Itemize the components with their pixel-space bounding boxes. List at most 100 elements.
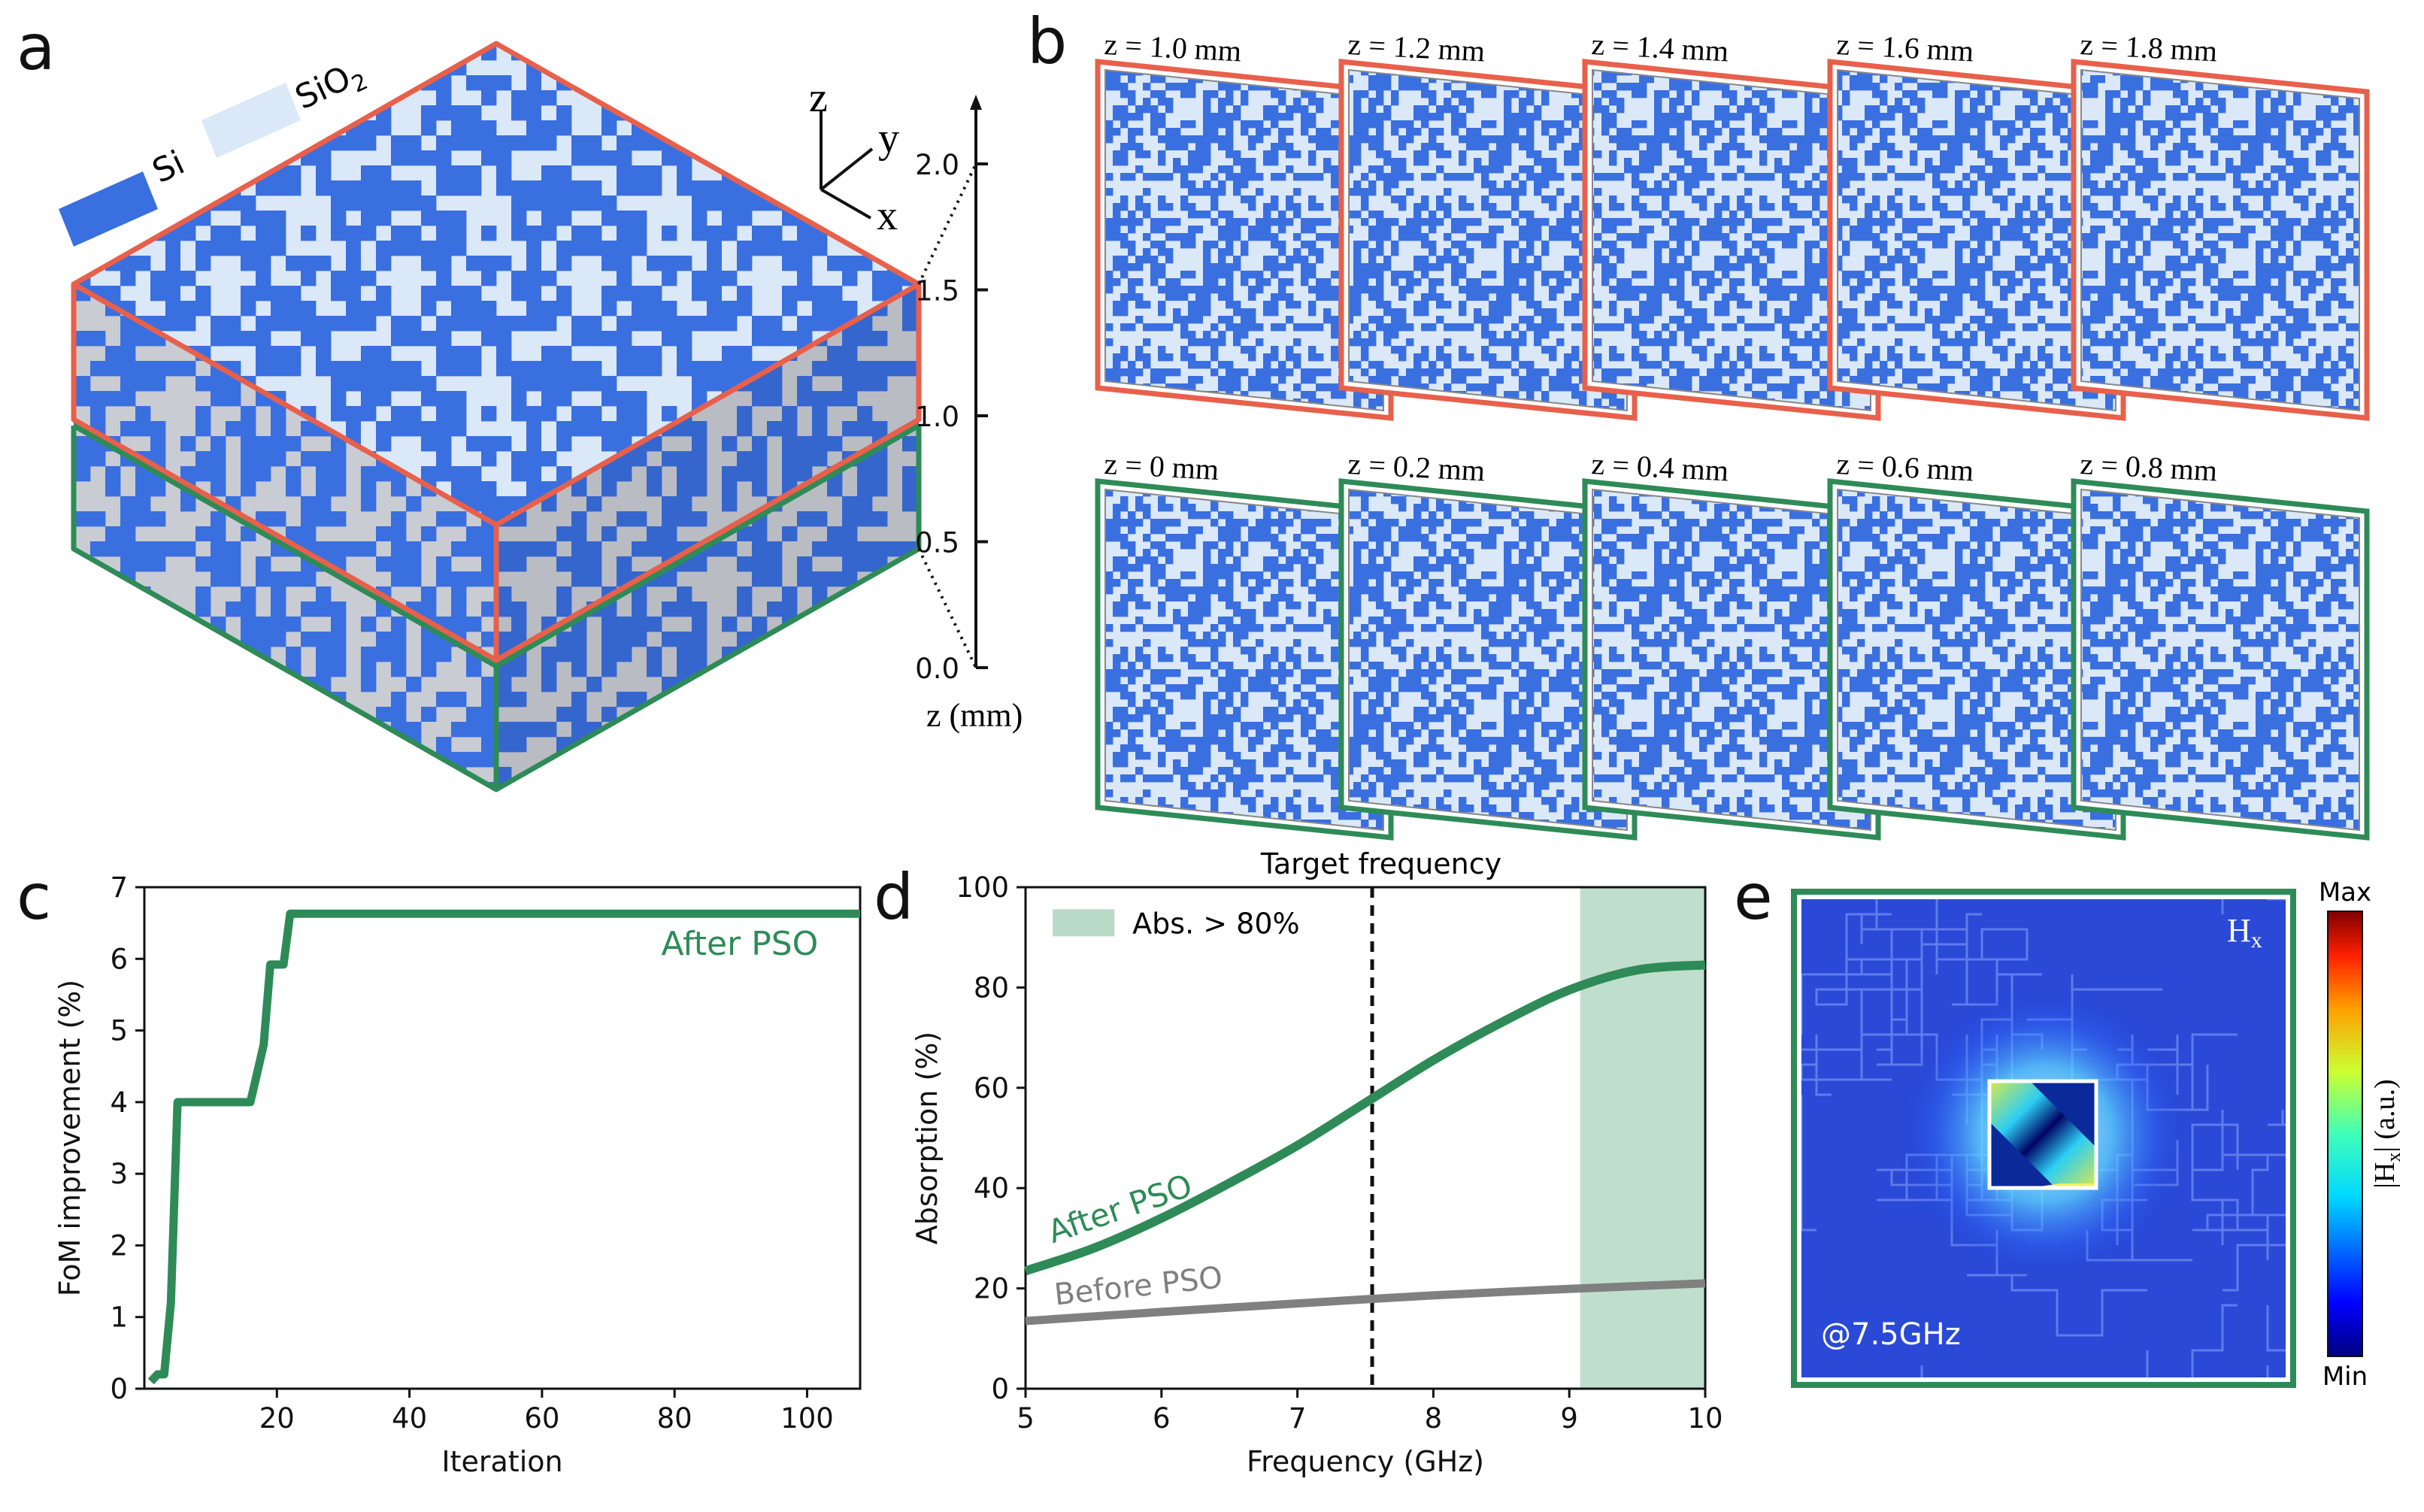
field-component-label: H xyxy=(2227,912,2251,949)
before-pso-curve-label: Before PSO xyxy=(1053,1260,1224,1312)
absorption-y-tick-label: 20 xyxy=(974,1273,1009,1305)
lower-block-top-left xyxy=(72,423,498,669)
legend-si-label: Si xyxy=(147,144,190,191)
legend-sio2-swatch xyxy=(201,83,301,158)
colorbar-title-prefix: |H xyxy=(2369,1162,2401,1189)
z-scale-label: z (mm) xyxy=(926,697,1023,734)
y-axis-arrow xyxy=(820,147,874,191)
upper-slice: z = 1.8 mm xyxy=(2071,27,2370,421)
fom-x-tick-label: 40 xyxy=(392,1402,427,1435)
legend-si-swatch xyxy=(59,171,158,247)
lower-slice: z = 0 mm xyxy=(1095,447,1394,841)
colorbar-title-subscript: x xyxy=(2383,1153,2404,1162)
slice-z-label: z = 1.6 mm xyxy=(1836,27,1975,68)
slice-z-label: z = 0.8 mm xyxy=(2080,447,2219,487)
fom-x-tick-label: 20 xyxy=(259,1402,295,1435)
z-scale-guide-top xyxy=(917,163,977,285)
lower-slice: z = 0.2 mm xyxy=(1338,447,1638,841)
absorption-y-tick-label: 40 xyxy=(974,1172,1009,1204)
absorption-series-after-pso xyxy=(1024,960,1706,1275)
slice-z-label: z = 0.2 mm xyxy=(1347,447,1486,487)
z-scale-ticks: 2.0 1.5 1.0 0.5 0.0 xyxy=(915,149,988,685)
band-legend-swatch xyxy=(1053,909,1115,937)
field-frequency-label: @7.5GHz xyxy=(1821,1317,1961,1352)
z-scale-tick-label: 0.5 xyxy=(915,527,959,559)
axis-label-y: y xyxy=(878,115,899,162)
panel-label-a: a xyxy=(17,11,55,84)
z-scale-tick-label: 1.5 xyxy=(915,275,959,308)
fom-y-tick-label: 3 xyxy=(110,1158,128,1190)
field-cell-outline xyxy=(1987,1079,2098,1190)
absorption-y-tick-label: 0 xyxy=(991,1373,1009,1405)
field-hotspot-diagonal xyxy=(1989,1081,2096,1188)
lower-slice: z = 0.8 mm xyxy=(2071,447,2370,841)
lower-slice: z = 0.6 mm xyxy=(1827,447,2126,841)
slice-pattern xyxy=(2080,68,2360,412)
svg-text:SiO2: SiO2 xyxy=(289,53,372,122)
fom-y-tick-label: 1 xyxy=(110,1301,128,1334)
colorbar-title-suffix: | (a.u.) xyxy=(2369,1079,2401,1152)
upper-slice: z = 1.2 mm xyxy=(1338,27,1638,421)
fom-y-tick-label: 4 xyxy=(110,1086,128,1119)
absorption-plot-frame xyxy=(1024,886,1707,1390)
target-frequency-label: Target frequency xyxy=(1260,847,1501,880)
lower-block-top-right xyxy=(495,423,920,669)
slice-z-label: z = 1.8 mm xyxy=(2080,27,2219,68)
slice-z-label: z = 0.6 mm xyxy=(1836,447,1975,487)
panel-label-e: e xyxy=(1734,860,1773,934)
slice-z-label: z = 1.4 mm xyxy=(1591,27,1730,68)
x-axis-arrow xyxy=(820,188,871,220)
upper-slice: z = 1.4 mm xyxy=(1582,27,1881,421)
absorption-x-tick-label: 10 xyxy=(1687,1402,1723,1435)
absorption-x-tick-label: 9 xyxy=(1560,1402,1578,1435)
colorbar-title: |Hx| (a.u.) xyxy=(2369,1079,2404,1188)
colorbar-min-label: Min xyxy=(2322,1362,2368,1392)
legend-sio2-label: SiO xyxy=(289,59,356,117)
colorbar: Max Min |Hx| (a.u.) xyxy=(2319,877,2404,1392)
absorption-y-axis-label: Absorption (%) xyxy=(911,1032,944,1245)
absorption-x-tick-label: 7 xyxy=(1289,1402,1307,1435)
slice-z-label: z = 1.2 mm xyxy=(1347,27,1486,68)
fom-y-axis-label: FoM improvement (%) xyxy=(53,980,86,1296)
fom-y-tick-label: 7 xyxy=(110,871,128,904)
upper-slice: z = 1.6 mm xyxy=(1827,27,2126,421)
fom-plot-frame xyxy=(143,886,862,1390)
slice-pattern xyxy=(1104,488,1384,832)
panel-e: e Hx @7.5GHz Max Min |Hx| (a.u.) xyxy=(1734,860,2404,1392)
absorption-x-tick-label: 6 xyxy=(1153,1402,1171,1435)
z-scale-tick-label: 2.0 xyxy=(915,149,959,181)
axis-label-z: z xyxy=(809,74,828,121)
panel-b: b z = 1.0 mm z = 1.2 mm z = 1.4 mm z = 1.6 … xyxy=(1027,5,2370,841)
slice-pattern xyxy=(1837,488,2116,832)
z-scale-tick-label: 1.0 xyxy=(915,401,959,433)
band-legend-label: Abs. > 80% xyxy=(1132,907,1299,940)
axis-label-x: x xyxy=(877,192,898,239)
panel-label-b: b xyxy=(1027,5,1067,78)
fom-x-axis-label: Iteration xyxy=(441,1445,562,1478)
slice-pattern xyxy=(1837,68,2116,412)
upper-slice: z = 1.0 mm xyxy=(1095,27,1394,421)
fom-x-tick-label: 60 xyxy=(524,1402,559,1435)
colorbar-gradient xyxy=(2327,911,2363,1357)
slice-z-label: z = 0.4 mm xyxy=(1591,447,1730,487)
slice-pattern xyxy=(1348,68,1628,412)
slice-pattern xyxy=(1104,68,1384,412)
slice-pattern xyxy=(2080,488,2360,832)
fom-y-tick-label: 0 xyxy=(110,1373,128,1405)
absorption-y-tick-label: 100 xyxy=(956,871,1009,904)
material-block xyxy=(71,41,922,792)
fom-y-tick-label: 2 xyxy=(110,1229,128,1262)
fom-y-tick-label: 5 xyxy=(110,1015,128,1047)
svg-text:Hx: Hx xyxy=(2227,912,2262,953)
panel-label-c: c xyxy=(17,860,51,934)
upper-block-frame xyxy=(71,41,922,663)
z-scale-guide-bottom xyxy=(917,548,977,668)
absorption-x-tick-label: 5 xyxy=(1017,1402,1035,1435)
lower-slice-row: z = 0 mm z = 0.2 mm z = 0.4 mm z = 0.6 mm z … xyxy=(1095,447,2370,841)
panel-label-d: d xyxy=(874,860,914,934)
upper-slice-row: z = 1.0 mm z = 1.2 mm z = 1.4 mm z = 1.6 mm… xyxy=(1095,27,2370,421)
slice-z-label: z = 1.0 mm xyxy=(1104,27,1243,68)
